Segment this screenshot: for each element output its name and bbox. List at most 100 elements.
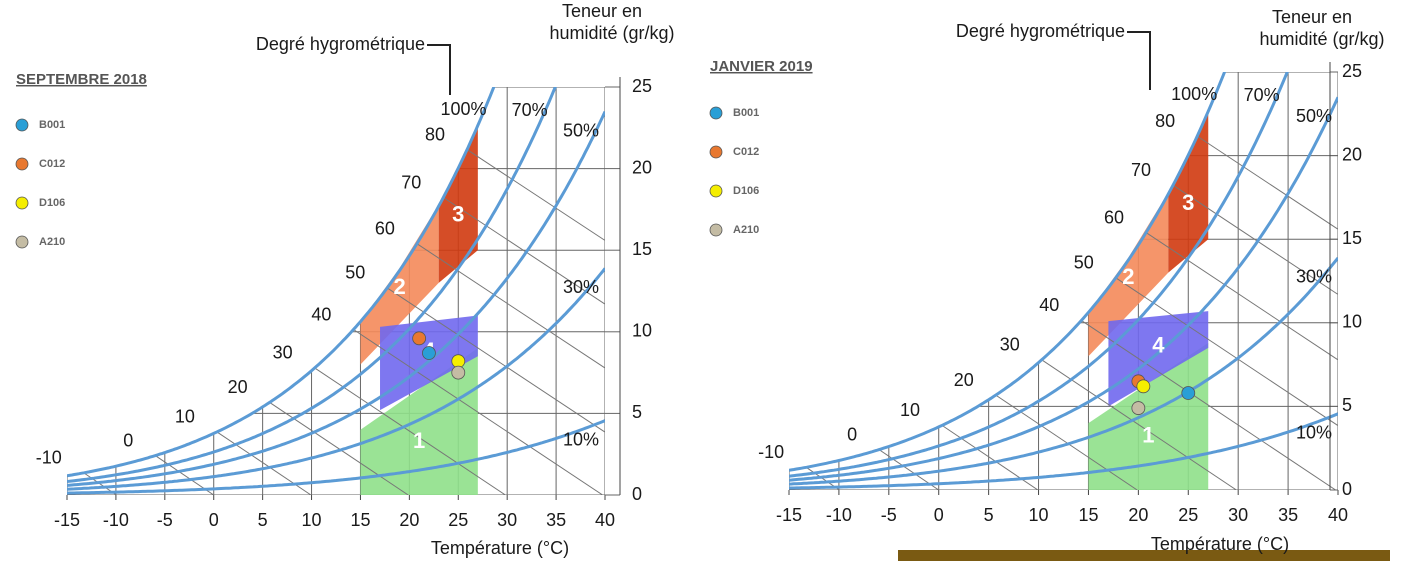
rh-label: 50% xyxy=(1296,106,1332,126)
x-tick-label: -15 xyxy=(776,505,802,525)
rh-title: Degré hygrométrique xyxy=(256,34,425,54)
enthalpy-line xyxy=(1145,232,1338,361)
enthalpy-label: 10 xyxy=(900,400,920,420)
photo-fragment xyxy=(898,550,1390,561)
enthalpy-label: 10 xyxy=(175,407,195,427)
enthalpy-label: 30 xyxy=(1000,335,1020,355)
enthalpy-label: 60 xyxy=(375,218,395,238)
y-tick-label: 20 xyxy=(632,157,652,177)
rh-curve xyxy=(789,96,1338,482)
enthalpy-line xyxy=(1115,277,1338,427)
x-tick-label: -15 xyxy=(54,510,80,530)
enthalpy-label: 60 xyxy=(1104,207,1124,227)
data-point xyxy=(1131,401,1146,415)
enthalpy-label: 0 xyxy=(847,424,857,444)
rh-bracket xyxy=(1127,31,1151,90)
y-tick-label: 10 xyxy=(1342,312,1362,332)
x-tick-label: 25 xyxy=(448,510,468,530)
rh-curve xyxy=(67,87,557,483)
legend-marker xyxy=(709,145,723,159)
y-tick-label: 15 xyxy=(1342,228,1362,248)
enthalpy-line xyxy=(1172,184,1338,296)
enthalpy-label: 40 xyxy=(311,304,331,324)
legend-marker xyxy=(15,118,29,132)
legend-marker xyxy=(15,196,29,210)
zone-label: 3 xyxy=(1182,190,1194,215)
enthalpy-label: 80 xyxy=(1155,111,1175,131)
x-tick-label: 15 xyxy=(1078,505,1098,525)
y-tick-label: 0 xyxy=(632,484,642,504)
legend-marker xyxy=(15,235,29,249)
y-tick-label: 5 xyxy=(632,402,642,422)
rh-curve xyxy=(789,256,1338,486)
legend-label: D106 xyxy=(39,197,65,209)
legend-label: B001 xyxy=(733,107,759,119)
rh-label: 10% xyxy=(1296,423,1332,443)
data-point xyxy=(1181,386,1196,400)
y-tick-label: 20 xyxy=(1342,144,1362,164)
enthalpy-line xyxy=(386,287,605,433)
y-tick-label: 5 xyxy=(1342,395,1352,415)
legend-label: A210 xyxy=(733,224,759,236)
rh-curve xyxy=(67,267,605,491)
plot-area xyxy=(789,72,1338,490)
enthalpy-label: -10 xyxy=(758,442,784,462)
y-tick-label: 15 xyxy=(632,239,652,259)
x-tick-label: 25 xyxy=(1178,505,1198,525)
y-axis-title: Teneur en xyxy=(1272,7,1352,27)
x-tick-label: -10 xyxy=(826,505,852,525)
rh-curve xyxy=(67,87,496,478)
enthalpy-label: 50 xyxy=(345,263,365,283)
legend-label: C012 xyxy=(733,146,759,158)
x-tick-label: 40 xyxy=(595,510,615,530)
zone xyxy=(1088,342,1209,490)
x-tick-label: 35 xyxy=(546,510,566,530)
x-tick-label: 10 xyxy=(302,510,322,530)
enthalpy-label: 80 xyxy=(425,124,445,144)
rh-bracket xyxy=(427,44,451,95)
y-tick-label: 10 xyxy=(632,321,652,341)
enthalpy-label: 20 xyxy=(954,370,974,390)
legend-marker xyxy=(15,157,29,171)
zone-label: 2 xyxy=(1122,264,1134,289)
chart: -15-10-5051015202530354005101520251234-1… xyxy=(15,1,675,558)
x-tick-label: 30 xyxy=(1228,505,1248,525)
y-tick-label: 25 xyxy=(632,76,652,96)
chart-title: JANVIER 2019 xyxy=(710,58,813,75)
enthalpy-label: 70 xyxy=(1131,160,1151,180)
x-tick-label: -5 xyxy=(157,510,173,530)
rh-curve xyxy=(67,110,605,487)
enthalpy-line xyxy=(1081,320,1336,490)
rh-label: 100% xyxy=(1171,84,1217,104)
enthalpy-line xyxy=(1041,359,1237,490)
legend-label: C012 xyxy=(39,158,65,170)
x-tick-label: 20 xyxy=(1128,505,1148,525)
zone-label: 4 xyxy=(1152,332,1165,357)
x-tick-label: 0 xyxy=(934,505,944,525)
legend-label: D106 xyxy=(733,185,759,197)
enthalpy-label: 50 xyxy=(1074,253,1094,273)
enthalpy-label: 40 xyxy=(1039,295,1059,315)
rh-label: 100% xyxy=(440,99,486,119)
rh-curve xyxy=(789,72,1227,472)
enthalpy-label: 70 xyxy=(401,172,421,192)
zone xyxy=(360,204,439,365)
rh-label: 50% xyxy=(563,120,599,140)
zone-label: 1 xyxy=(413,428,425,453)
x-tick-label: 10 xyxy=(1029,505,1049,525)
x-axis-title: Température (°C) xyxy=(431,538,569,558)
data-point xyxy=(412,331,427,346)
zone xyxy=(1168,112,1209,273)
legend-label: A210 xyxy=(39,236,65,248)
x-tick-label: 15 xyxy=(350,510,370,530)
x-tick-label: 30 xyxy=(497,510,517,530)
legend-marker xyxy=(709,223,723,237)
zone xyxy=(438,126,478,283)
y-tick-label: 25 xyxy=(1342,61,1362,81)
enthalpy-line xyxy=(314,367,506,495)
x-tick-label: 5 xyxy=(984,505,994,525)
enthalpy-label: -10 xyxy=(36,448,62,468)
enthalpy-label: 30 xyxy=(273,343,293,363)
y-axis-title: humidité (gr/kg) xyxy=(1259,29,1384,49)
